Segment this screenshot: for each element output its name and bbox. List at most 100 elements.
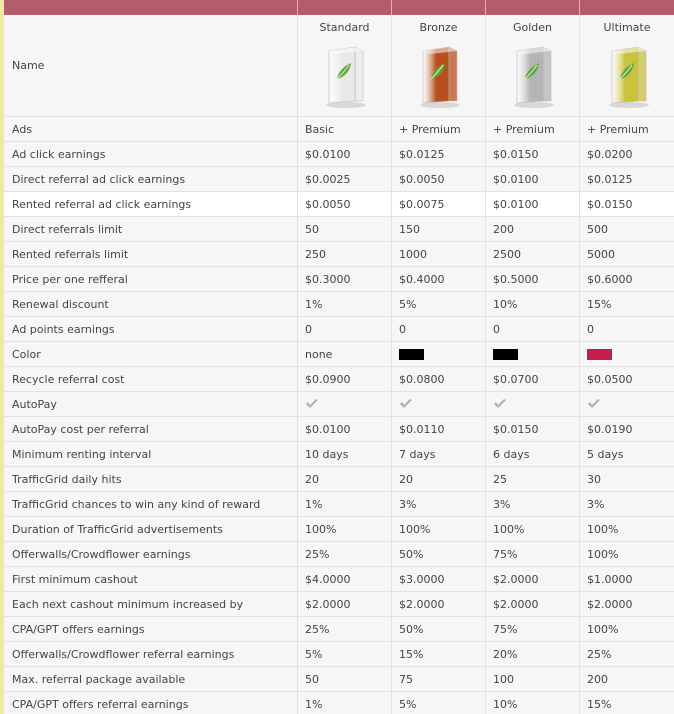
cell: $0.0025: [297, 167, 391, 192]
cell: 15%: [579, 292, 674, 317]
row-label: Ad points earnings: [4, 317, 297, 342]
plan-box-icon: [514, 46, 554, 108]
cell: 10%: [485, 292, 579, 317]
cell: 100%: [391, 517, 485, 542]
cell: 30: [579, 467, 674, 492]
cell: 6 days: [485, 442, 579, 467]
row-label: Duration of TrafficGrid advertisements: [4, 517, 297, 542]
cell: 150: [391, 217, 485, 242]
cell: 10%: [485, 692, 579, 714]
row-label: First minimum cashout: [4, 567, 297, 592]
cell: $0.0110: [391, 417, 485, 442]
cell: 100: [485, 667, 579, 692]
plan-name: Ultimate: [603, 21, 651, 34]
cell: 25: [485, 467, 579, 492]
cell: $2.0000: [485, 592, 579, 617]
row-label: AutoPay: [4, 392, 297, 417]
row-label: Direct referrals limit: [4, 217, 297, 242]
cell: 500: [579, 217, 674, 242]
check-icon: [588, 399, 600, 408]
plan-header: Golden: [485, 15, 579, 117]
cell: 75: [391, 667, 485, 692]
cell: $2.0000: [297, 592, 391, 617]
row-label: TrafficGrid chances to win any kind of r…: [4, 492, 297, 517]
cell: 15%: [391, 642, 485, 667]
color-swatch-cell: [579, 342, 674, 367]
row-label: Offerwalls/Crowdflower referral earnings: [4, 642, 297, 667]
cell: + Premium: [485, 117, 579, 142]
cell: $1.0000: [579, 567, 674, 592]
cell: 2500: [485, 242, 579, 267]
cell: none: [297, 342, 391, 367]
left-bar: [0, 0, 4, 714]
cell: 1%: [297, 692, 391, 714]
cell: $0.0100: [297, 417, 391, 442]
cell: $4.0000: [297, 567, 391, 592]
cell: 0: [391, 317, 485, 342]
check-icon: [306, 399, 318, 408]
cell: 5000: [579, 242, 674, 267]
cell: 100%: [579, 542, 674, 567]
cell: $0.4000: [391, 267, 485, 292]
cell: 25%: [579, 642, 674, 667]
cell: 20%: [485, 642, 579, 667]
row-label: Price per one refferal: [4, 267, 297, 292]
row-label: Minimum renting interval: [4, 442, 297, 467]
check-cell: [579, 392, 674, 417]
cell: $0.5000: [485, 267, 579, 292]
cell: 1%: [297, 292, 391, 317]
cell: 15%: [579, 692, 674, 714]
cell: $2.0000: [579, 592, 674, 617]
row-label: Direct referral ad click earnings: [4, 167, 297, 192]
color-swatch: [399, 349, 424, 360]
cell: $0.0125: [579, 167, 674, 192]
cell: 75%: [485, 617, 579, 642]
top-band: [0, 0, 674, 15]
cell: $0.0100: [485, 192, 579, 217]
cell: 25%: [297, 617, 391, 642]
band-separator: [579, 0, 580, 15]
row-label: Recycle referral cost: [4, 367, 297, 392]
cell: 50: [297, 667, 391, 692]
plan-box-icon: [420, 46, 460, 108]
cell: $0.0700: [485, 367, 579, 392]
cell: $0.0150: [485, 417, 579, 442]
row-label: AutoPay cost per referral: [4, 417, 297, 442]
cell: + Premium: [579, 117, 674, 142]
row-label: Offerwalls/Crowdflower earnings: [4, 542, 297, 567]
cell: 100%: [485, 517, 579, 542]
cell: 0: [579, 317, 674, 342]
color-swatch: [493, 349, 518, 360]
row-label: Rented referrals limit: [4, 242, 297, 267]
cell: $0.0100: [297, 142, 391, 167]
cell: $0.3000: [297, 267, 391, 292]
band-separator: [485, 0, 486, 15]
cell: $2.0000: [391, 592, 485, 617]
cell: 3%: [391, 492, 485, 517]
cell: $0.0150: [485, 142, 579, 167]
cell: Basic: [297, 117, 391, 142]
cell: 5 days: [579, 442, 674, 467]
plan-box-icon: [608, 46, 649, 108]
plan-name: Standard: [319, 21, 370, 34]
cell: 50%: [391, 542, 485, 567]
check-icon: [494, 399, 506, 408]
check-cell: [297, 392, 391, 417]
row-label: Color: [4, 342, 297, 367]
color-swatch-cell: [485, 342, 579, 367]
cell: 200: [485, 217, 579, 242]
header-label: Name: [4, 15, 297, 117]
cell: 5%: [391, 692, 485, 714]
cell: 200: [579, 667, 674, 692]
check-icon: [400, 399, 412, 408]
cell: 100%: [579, 517, 674, 542]
cell: 5%: [391, 292, 485, 317]
plan-header: Standard: [297, 15, 391, 117]
check-cell: [391, 392, 485, 417]
band-separator: [297, 0, 298, 15]
row-label: CPA/GPT offers earnings: [4, 617, 297, 642]
plan-name: Bronze: [419, 21, 458, 34]
band-separator: [391, 0, 392, 15]
row-label: Renewal discount: [4, 292, 297, 317]
